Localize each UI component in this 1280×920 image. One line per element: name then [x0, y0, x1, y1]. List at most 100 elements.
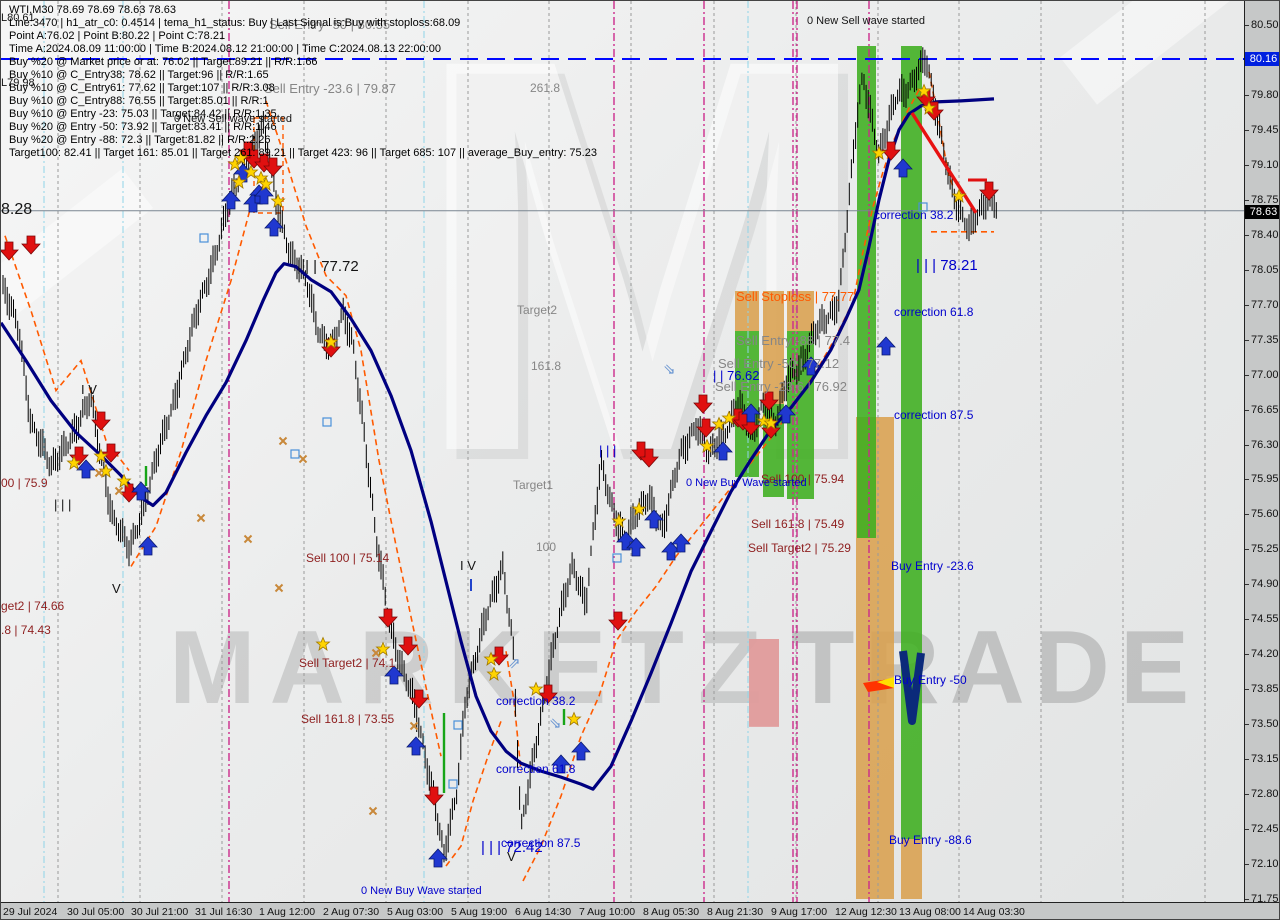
chart-label: I V — [81, 382, 97, 397]
status-line: Buy %10 @ C_Entry61: 77.62 || Target:107… — [9, 82, 275, 94]
price-axis-label: 75.60 — [1251, 508, 1279, 521]
time-axis-label: 30 Jul 05:00 — [67, 906, 125, 918]
price-tick — [1245, 409, 1249, 411]
entry-box-icon — [453, 720, 463, 730]
time-axis-label: 12 Aug 12:30 — [835, 906, 897, 918]
status-line: Buy %10 @ C_Entry88: 76.55 || Target:85.… — [9, 95, 269, 107]
time-axis-label: 8 Aug 05:30 — [643, 906, 700, 918]
chart-label: 00 | 75.9 — [1, 476, 48, 490]
entry-box-icon — [199, 233, 209, 243]
price-axis-label: 78.05 — [1251, 263, 1279, 276]
price-axis-label: 80.50 — [1251, 19, 1279, 31]
chart-label: Buy Entry -88.6 — [889, 833, 972, 847]
price-axis-label: 73.50 — [1251, 718, 1279, 731]
chart-label: | | | — [54, 497, 72, 512]
orange-signal-zone — [763, 290, 784, 404]
time-axis-label: 29 Jul 2024 — [3, 906, 58, 918]
price-axis-label: 79.45 — [1251, 123, 1279, 136]
buy-arrow-icon — [406, 736, 426, 756]
buy-arrow-icon — [876, 336, 896, 356]
chart-label: correction 87.5 — [501, 836, 581, 850]
chart-label: Sell Target2 | 75.29 — [748, 541, 851, 555]
time-axis-label: 8 Aug 21:30 — [707, 906, 764, 918]
price-tick — [1245, 94, 1249, 96]
chart-label: Sell 100 | 75.14 — [306, 551, 390, 565]
time-axis-label: 2 Aug 07:30 — [323, 906, 380, 918]
price-tick — [1245, 164, 1249, 166]
price-axis-label: 78.40 — [1251, 228, 1279, 241]
price-axis-label: 76.65 — [1251, 403, 1279, 416]
current-price-badge: 80.16 — [1245, 51, 1279, 66]
price-tick — [1245, 654, 1249, 656]
chart-label: .8 | 74.43 — [1, 623, 51, 637]
time-axis-label: 1 Aug 12:00 — [259, 906, 316, 918]
chart-label: correction 61.8 — [496, 762, 576, 776]
chart-label: 161.8 — [531, 359, 562, 373]
chart-label: I V — [460, 558, 476, 573]
chart-label: | | | — [599, 443, 617, 458]
sell-arrow-icon — [693, 394, 713, 414]
chart-label: V — [507, 849, 516, 864]
price-axis-label: 75.25 — [1251, 543, 1279, 556]
time-axis-label: 9 Aug 17:00 — [771, 906, 828, 918]
x-signal-icon — [298, 454, 308, 464]
sell-arrow-icon — [91, 411, 111, 431]
chart-label: Sell Entry -23.6 | 76.92 — [715, 379, 848, 394]
price-axis-label: 74.90 — [1251, 578, 1279, 591]
price-tick — [1245, 619, 1249, 621]
orange-signal-zone — [787, 290, 814, 331]
x-signal-icon — [274, 583, 284, 593]
price-axis-label: 77.70 — [1251, 298, 1279, 311]
time-axis[interactable]: 29 Jul 2024 30 Jul 05:00 30 Jul 21:00 31 Ju… — [1, 902, 1279, 919]
star-signal-icon — [316, 637, 330, 651]
sell-arrow-icon — [378, 608, 398, 628]
sell-arrow-icon — [608, 611, 628, 631]
chart-label: Sell 100 | 75.94 — [761, 472, 845, 486]
hollow-arrow-icon: ⇗ — [508, 655, 521, 672]
chart-label: Buy Entry -50 — [894, 673, 967, 687]
chart-label: V — [112, 581, 121, 596]
price-tick — [1245, 374, 1249, 376]
price-tick — [1245, 129, 1249, 131]
chart-label: | | | 78.21 — [916, 257, 978, 274]
buy-arrow-icon — [893, 158, 913, 178]
price-axis-label: 78.75 — [1251, 193, 1279, 206]
price-tick — [1245, 864, 1249, 866]
status-line: Buy %10 @ C_Entry38: 78.62 || Target:96 … — [9, 69, 269, 81]
sell-arrow-icon — [21, 235, 41, 255]
x-signal-icon — [196, 513, 206, 523]
price-axis-label: 76.30 — [1251, 438, 1279, 451]
sell-arrow-icon — [424, 786, 444, 806]
price-tick — [1245, 25, 1249, 26]
price-axis-label: 74.55 — [1251, 613, 1279, 626]
status-line: Buy %20 @ Entry -88: 72.3 || Target:81.8… — [9, 134, 271, 146]
chart-label: Sell Stoploss | 77.77 — [736, 289, 855, 304]
price-tick — [1245, 829, 1249, 831]
price-axis-label: 72.10 — [1251, 858, 1279, 871]
price-tick — [1245, 269, 1249, 271]
price-tick — [1245, 724, 1249, 726]
chart-plot-area[interactable]: M MARKETZ TRADE ⇗ ⇘ ⇘ L80.61 L79.98 8.28 0 Ne… — [1, 1, 1244, 902]
chart-label: Sell Entry -23.6 | 79.87 — [264, 81, 397, 96]
x-signal-icon — [243, 534, 253, 544]
x-signal-icon — [368, 806, 378, 816]
price-tick — [1245, 759, 1249, 761]
price-tick — [1245, 234, 1249, 236]
x-signal-icon — [94, 468, 104, 478]
price-tick — [1245, 689, 1249, 691]
time-axis-label: 7 Aug 10:00 — [579, 906, 636, 918]
chart-label: 0 New Buy Wave started — [361, 885, 482, 897]
price-tick — [1245, 794, 1249, 796]
star-signal-icon — [487, 667, 501, 681]
buy-arrow-icon — [221, 190, 241, 210]
chart-label: get2 | 74.66 — [1, 599, 65, 613]
current-price-badge: 78.63 — [1245, 204, 1279, 219]
hollow-arrow-icon: ⇘ — [549, 715, 562, 732]
time-axis-label: 30 Jul 21:00 — [131, 906, 189, 918]
price-axis[interactable]: 80.50 79.80 79.45 79.10 78.75 78.40 78.05 77.70… — [1244, 1, 1279, 905]
price-axis-label: 73.85 — [1251, 683, 1279, 696]
chart-label: Sell Entry -50 | 80.55 — [269, 17, 391, 32]
time-axis-label: 5 Aug 19:00 — [451, 906, 508, 918]
chart-label: Target2 — [517, 303, 558, 317]
